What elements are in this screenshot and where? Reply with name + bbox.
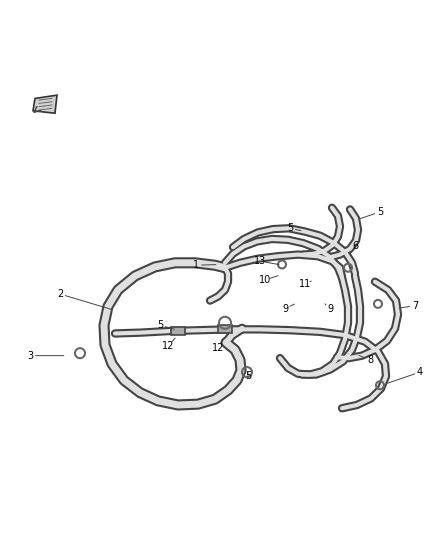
Text: 5: 5 <box>377 207 383 217</box>
Text: 10: 10 <box>259 275 271 285</box>
Text: 9: 9 <box>282 304 288 314</box>
Text: 6: 6 <box>352 241 358 252</box>
Text: 12: 12 <box>162 341 174 351</box>
FancyBboxPatch shape <box>218 325 232 334</box>
Text: 13: 13 <box>254 256 266 266</box>
Text: 3: 3 <box>27 351 33 361</box>
Text: 2: 2 <box>57 289 63 299</box>
Text: 4: 4 <box>417 367 423 377</box>
Text: 11: 11 <box>299 279 311 289</box>
Text: 8: 8 <box>367 355 373 365</box>
Text: 5: 5 <box>245 371 251 381</box>
Text: 5: 5 <box>157 320 163 330</box>
Polygon shape <box>33 95 57 113</box>
Text: 9: 9 <box>327 304 333 314</box>
Text: 1: 1 <box>193 260 199 270</box>
Text: 5: 5 <box>287 223 293 233</box>
Text: 12: 12 <box>212 343 224 353</box>
Text: 7: 7 <box>412 301 418 311</box>
FancyBboxPatch shape <box>171 327 185 335</box>
